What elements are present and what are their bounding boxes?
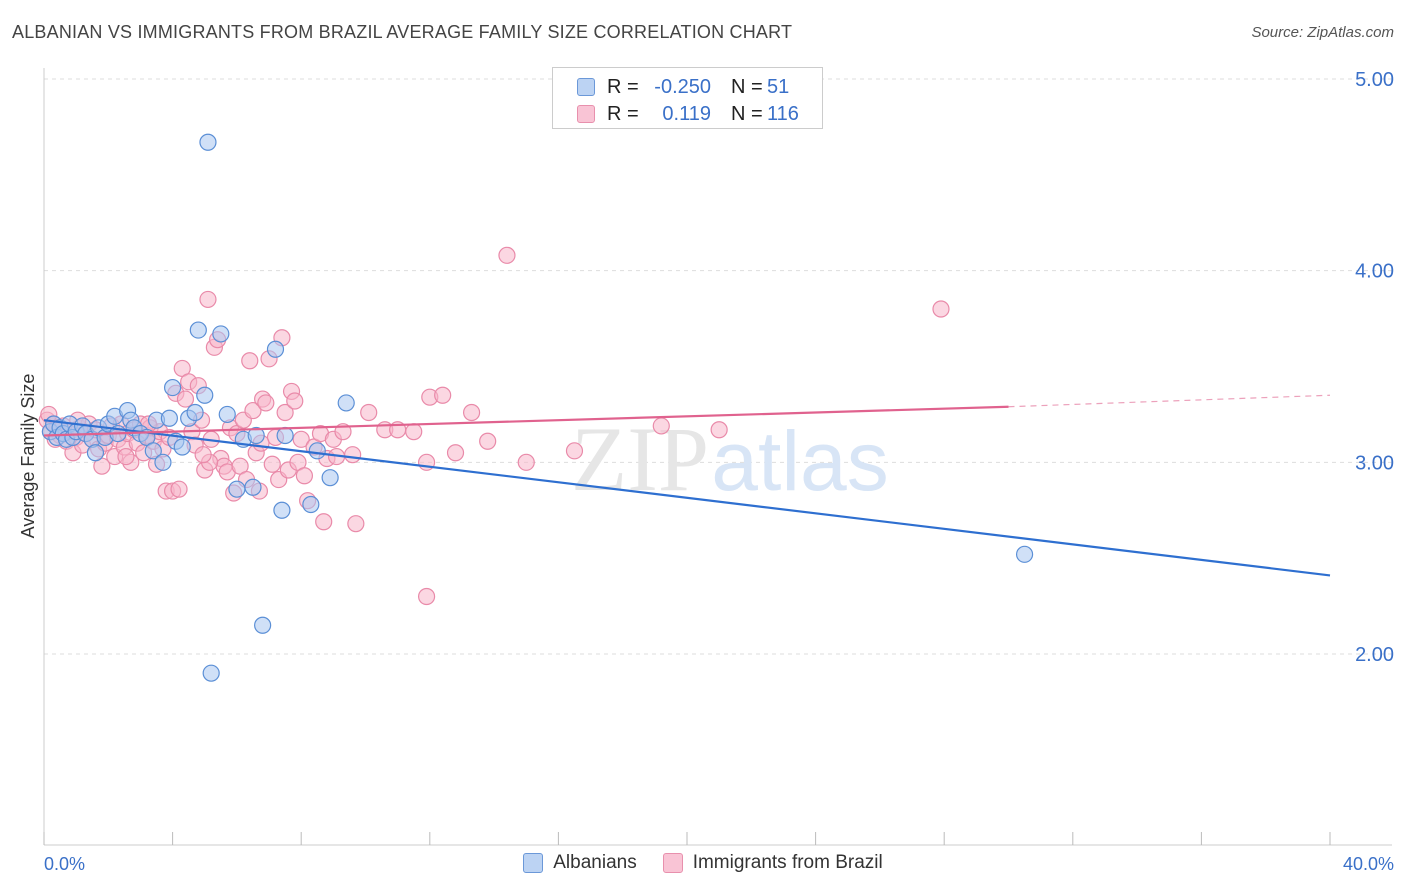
y-tick-label: 3.00 — [1355, 452, 1394, 474]
legend-r-label: R = — [607, 102, 639, 125]
legend-n-value: 51 — [767, 75, 790, 98]
brazil-point — [932, 300, 950, 318]
brazil-point — [244, 401, 262, 420]
series-albanians-points — [41, 133, 1034, 682]
albanians-point — [244, 478, 262, 496]
brazil-swatch — [662, 853, 683, 873]
series-legend: Albanians Immigrants from Brazil — [0, 852, 1406, 874]
albanians-point — [247, 426, 265, 445]
brazil-trend-extension — [1008, 394, 1331, 408]
legend-r-label: R = — [607, 75, 639, 98]
source-label: Source: ZipAtlas.com — [1251, 24, 1394, 41]
albanians-point — [228, 480, 246, 498]
correlation-legend: R = -0.250 N = 51 R = 0.119 N = 116 — [552, 67, 823, 129]
brazil-point — [170, 480, 188, 498]
legend-item-albanians[interactable]: Albanians — [523, 852, 637, 874]
brazil-point — [417, 587, 436, 606]
brazil-point — [446, 444, 465, 462]
brazil-point — [479, 432, 497, 450]
brazil-point — [241, 352, 259, 370]
albanians-point — [154, 453, 172, 471]
brazil-point — [652, 417, 670, 435]
y-tick-label: 5.00 — [1355, 69, 1394, 91]
albanians-point — [202, 664, 220, 682]
albanians-point — [302, 495, 320, 514]
legend-row-albanians: R = -0.250 N = 51 — [577, 74, 803, 100]
chart-title: ALBANIAN VS IMMIGRANTS FROM BRAZIL AVERA… — [12, 22, 793, 42]
brazil-point — [565, 442, 584, 460]
legend-r-value: 0.119 — [662, 102, 711, 125]
albanians-point — [218, 405, 236, 424]
albanians-point — [189, 321, 207, 339]
albanians-point — [186, 403, 204, 422]
albanians-point — [196, 386, 214, 404]
albanians-point — [1015, 545, 1034, 563]
legend-n-label: N = — [731, 102, 763, 125]
brazil-point — [199, 290, 217, 309]
albanians-point — [212, 325, 230, 343]
brazil-swatch — [577, 105, 595, 123]
albanians-point — [337, 394, 355, 412]
albanians-point — [173, 438, 191, 456]
legend-row-brazil: R = 0.119 N = 116 — [577, 101, 803, 127]
albanians-point — [321, 469, 339, 487]
albanians-point — [199, 133, 217, 151]
brazil-point — [257, 394, 275, 412]
legend-item-label: Immigrants from Brazil — [692, 852, 883, 873]
brazil-point — [117, 447, 135, 466]
albanians-swatch — [577, 78, 595, 96]
albanians-point — [254, 616, 272, 634]
brazil-point — [462, 403, 481, 422]
brazil-point — [286, 392, 304, 410]
brazil-point — [498, 246, 516, 264]
brazil-point — [276, 403, 294, 422]
x-tick-label: 40.0% — [1343, 854, 1394, 874]
albanians-point — [144, 442, 162, 460]
legend-item-brazil[interactable]: Immigrants from Brazil — [662, 852, 883, 874]
albanians-point — [273, 501, 291, 519]
brazil-trend-line — [43, 405, 1009, 437]
brazil-point — [263, 455, 281, 473]
brazil-point — [176, 390, 195, 408]
y-tick-label: 2.00 — [1355, 644, 1394, 666]
brazil-point — [344, 446, 362, 464]
y-axis-label: Average Family Size — [18, 374, 38, 539]
brazil-point — [517, 453, 535, 471]
legend-n-value: 116 — [767, 102, 799, 125]
albanians-point — [86, 444, 105, 462]
brazil-point — [434, 386, 452, 404]
albanians-point — [266, 340, 285, 358]
brazil-point — [315, 513, 333, 531]
albanians-point — [164, 378, 182, 397]
albanians-point — [308, 442, 326, 460]
axes — [43, 68, 1392, 846]
legend-n-label: N = — [731, 75, 763, 98]
y-tick-label: 4.00 — [1355, 261, 1394, 283]
legend-r-value: -0.250 — [654, 75, 711, 98]
axis-labels: 2.00 3.00 4.00 5.00 0.0% 40.0% Average Family … — [18, 69, 1394, 874]
brazil-point — [194, 446, 212, 464]
x-tick-label: 0.0% — [44, 854, 85, 874]
watermark-zip: ZIP — [571, 408, 709, 510]
legend-item-label: Albanians — [553, 852, 637, 873]
brazil-point — [360, 403, 378, 422]
albanians-point — [276, 426, 294, 445]
albanians-point — [160, 409, 178, 427]
brazil-point — [295, 467, 314, 485]
watermark-atlas: atlas — [711, 414, 888, 508]
brazil-point — [710, 421, 728, 439]
albanians-swatch — [523, 853, 544, 873]
brazil-point — [347, 515, 365, 533]
albanians-trend-line — [43, 419, 1331, 577]
brazil-point — [292, 430, 310, 448]
brazil-point — [405, 423, 423, 441]
trend-lines — [43, 394, 1331, 577]
